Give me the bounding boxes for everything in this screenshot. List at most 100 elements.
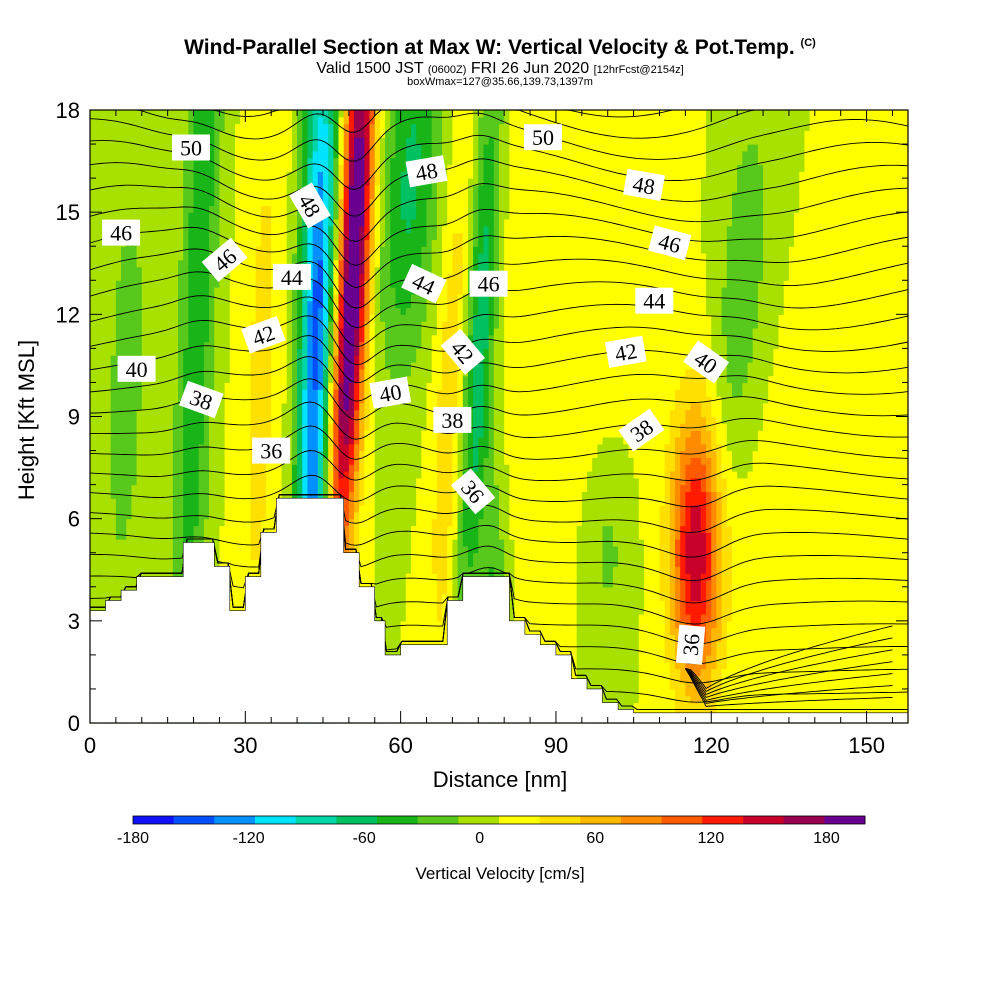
w-cell (240, 368, 246, 377)
w-cell (172, 293, 179, 302)
w-cell (141, 130, 148, 138)
w-cell (359, 348, 365, 356)
w-cell (167, 321, 174, 329)
w-cell (317, 430, 324, 438)
w-cell (266, 409, 272, 418)
w-cell (224, 470, 231, 479)
w-cell (198, 116, 205, 125)
w-cell (141, 416, 148, 424)
w-cell (157, 341, 164, 349)
w-cell (338, 484, 345, 493)
w-cell (240, 525, 246, 533)
w-cell (260, 368, 267, 377)
w-cell (167, 484, 174, 493)
w-cell (255, 280, 262, 288)
w-cell (250, 416, 257, 424)
w-cell (240, 191, 246, 200)
w-cell (121, 280, 127, 288)
w-cell (322, 130, 329, 138)
w-cell (209, 171, 215, 179)
w-cell (105, 505, 112, 513)
w-cell (178, 178, 184, 186)
w-cell (374, 491, 381, 499)
w-cell (193, 491, 200, 499)
w-cell (291, 355, 298, 363)
w-cell (240, 355, 246, 363)
w-cell (338, 239, 345, 247)
w-cell (276, 232, 283, 241)
w-cell (250, 198, 257, 206)
w-cell (234, 218, 241, 227)
w-cell (105, 212, 112, 220)
w-cell (234, 239, 241, 247)
w-cell (214, 184, 221, 193)
w-cell (302, 477, 309, 486)
w-cell (307, 171, 314, 179)
w-cell (245, 539, 252, 547)
w-cell (219, 498, 226, 506)
w-cell (95, 423, 101, 431)
w-cell (266, 280, 272, 288)
w-cell (162, 423, 169, 431)
w-cell (322, 184, 329, 193)
w-cell (167, 382, 174, 390)
w-cell (172, 362, 179, 370)
w-cell (291, 368, 298, 377)
w-cell (224, 300, 231, 309)
w-cell (271, 362, 277, 370)
w-cell (374, 511, 381, 520)
w-cell (224, 225, 231, 234)
w-cell (374, 593, 381, 601)
w-cell (162, 525, 169, 533)
w-cell (209, 150, 215, 159)
w-cell (183, 225, 189, 234)
w-cell (276, 423, 283, 431)
w-cell (157, 559, 164, 567)
w-cell (131, 396, 138, 404)
w-cell (240, 362, 246, 370)
w-cell (286, 287, 293, 295)
w-cell (245, 402, 252, 411)
w-cell (95, 341, 101, 349)
w-cell (359, 273, 365, 281)
w-cell (359, 423, 365, 431)
w-cell (317, 327, 324, 336)
w-cell (271, 253, 277, 261)
w-cell (110, 307, 117, 315)
w-cell (100, 116, 107, 125)
w-cell (198, 477, 205, 486)
w-cell (312, 327, 319, 336)
w-cell (297, 293, 303, 302)
w-cell (245, 443, 252, 452)
w-cell (198, 130, 205, 138)
w-cell (312, 402, 319, 411)
w-cell (162, 212, 169, 220)
w-cell (198, 484, 205, 493)
w-cell (333, 253, 340, 261)
w-cell (266, 116, 272, 125)
w-cell (172, 130, 179, 138)
w-cell (193, 123, 200, 132)
w-cell (136, 498, 143, 506)
w-cell (90, 464, 96, 472)
w-cell (162, 171, 169, 179)
w-cell (234, 116, 241, 125)
w-cell (276, 348, 283, 356)
w-cell (121, 314, 127, 322)
w-cell (162, 498, 169, 506)
w-cell (100, 389, 107, 397)
w-cell (338, 327, 345, 336)
w-cell (312, 239, 319, 247)
w-cell (317, 477, 324, 486)
w-cell (271, 287, 277, 295)
w-cell (245, 464, 252, 472)
w-cell (260, 110, 267, 118)
w-cell (224, 273, 231, 281)
w-cell (100, 355, 107, 363)
w-cell (322, 382, 329, 390)
w-cell (229, 232, 236, 241)
w-cell (95, 518, 101, 527)
w-cell (110, 198, 117, 206)
w-cell (343, 191, 350, 200)
w-cell (162, 491, 169, 499)
